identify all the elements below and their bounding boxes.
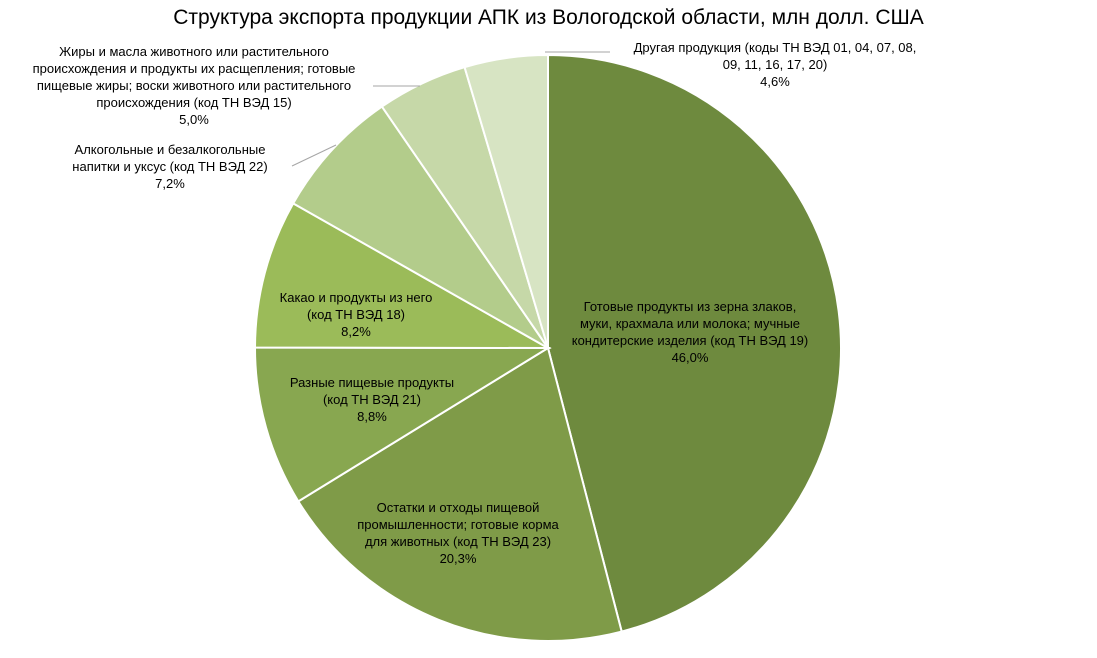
slice-label: Готовые продукты из зерна злаков, муки, к… [572,299,809,365]
pie-slice [463,53,549,349]
slice-label-line: Разные пищевые продукты [290,375,454,390]
slice-label: Какао и продукты из него (код ТН ВЭД 18) 8… [280,290,433,339]
pie-slice [296,346,623,642]
slice-label-line: (код ТН ВЭД 21) [323,392,421,407]
slice-label: Алкогольные и безалкогольные напитки и ук… [72,142,267,191]
slice-label-line: Какао и продукты из него [280,290,433,305]
pie-slice [291,105,549,349]
chart-title: Структура экспорта продукции АПК из Воло… [173,6,924,29]
slice-label-line: напитки и уксус (код ТН ВЭД 22) [72,159,267,174]
slice-percent-label: 4,6% [760,74,790,89]
slice-percent-label: 20,3% [440,551,477,566]
pie-slice [253,201,552,350]
slice-label-line: Жиры и масла животного или растительного [59,44,329,59]
slice-label: Другая продукция (коды ТН ВЭД 01, 04, 07… [634,40,917,89]
slice-label-line: происхождения (код ТН ВЭД 15) [96,95,291,110]
slice-percent-label: 5,0% [179,112,209,127]
pie-slice [547,53,842,633]
slice-percent-label: 7,2% [155,176,185,191]
slice-label-line: Другая продукция (коды ТН ВЭД 01, 04, 07… [634,40,917,55]
slice-percent-label: 8,2% [341,324,371,339]
slice-percent-label: 46,0% [672,350,709,365]
slice-label: Жиры и масла животного или растительного… [33,44,356,127]
leader-line [291,144,337,167]
slice-label-line: пищевые жиры; воски животного или растит… [37,78,351,93]
pie-slice [253,346,552,503]
slice-label-line: Готовые продукты из зерна злаков, [584,299,797,314]
slice-label-line: для животных (код ТН ВЭД 23) [365,534,551,549]
slice-percent-label: 8,8% [357,409,387,424]
slice-label: Разные пищевые продукты (код ТН ВЭД 21) 8,… [290,375,454,424]
slice-label-line: кондитерские изделия (код ТН ВЭД 19) [572,333,809,348]
slice-label-line: 09, 11, 16, 17, 20) [723,57,828,72]
slice-label-line: муки, крахмала или молока; мучные [580,316,800,331]
slice-label: Остатки и отходы пищевой промышленности; … [357,500,559,566]
slice-label-line: происхождения и продукты их расщепления;… [33,61,356,76]
slice-label-line: промышленности; готовые корма [357,517,559,532]
slice-label-line: Остатки и отходы пищевой [377,500,540,515]
slice-label-line: Алкогольные и безалкогольные [75,142,266,157]
slice-label-line: (код ТН ВЭД 18) [307,307,405,322]
